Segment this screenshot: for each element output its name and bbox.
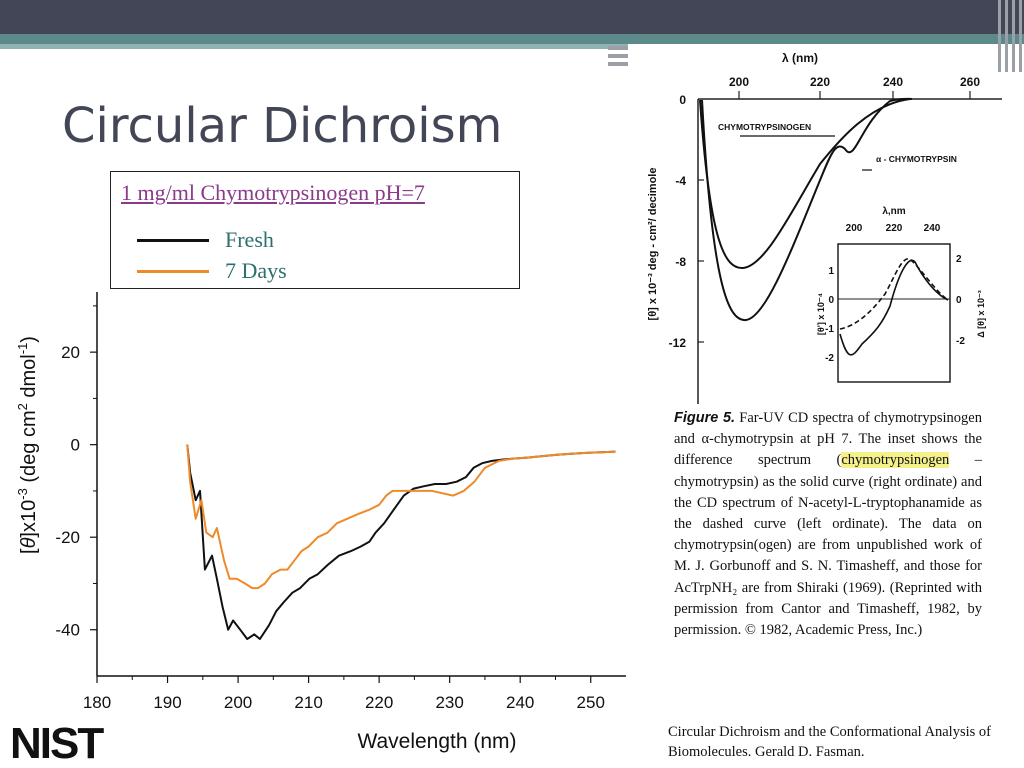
nist-logo: NIST [10, 719, 106, 764]
ref-curve-alpha-chymotrypsin [701, 97, 913, 322]
decorative-stripes [994, 0, 1024, 72]
slide-title: Circular Dichroism [62, 98, 503, 154]
ref-xtick: 200 [729, 75, 749, 89]
legend-label-7-days: 7 Days [225, 258, 287, 283]
ref-ytick: -4 [675, 174, 686, 188]
caption-highlight: chymotrypsinogen [841, 452, 950, 469]
x-tick-label: 230 [435, 693, 463, 712]
legend-item-7-days: 7 Days [137, 258, 287, 283]
x-tick-label: 210 [294, 693, 322, 712]
figure-caption: Figure 5. Far-UV CD spectra of chymotryp… [674, 408, 982, 641]
ref-label-alpha-chymotrypsin: α - CHYMOTRYPSIN [876, 154, 957, 164]
legend-label-fresh: Fresh [225, 227, 274, 252]
ref-xtick: 260 [960, 75, 980, 89]
ref-inset-rtick: 0 [956, 295, 962, 306]
reference-cd-figure: λ (nm) 200 220 240 260 0 -4 -8 -12 [θ] x… [647, 51, 1002, 404]
x-tick-label: 240 [506, 693, 534, 712]
ref-xlabel: λ (nm) [782, 51, 818, 65]
legend-title[interactable]: 1 mg/ml Chymotrypsinogen pH=7 [121, 180, 425, 205]
series-line-7-days [186, 444, 616, 590]
ref-inset-frame [837, 243, 951, 383]
source-credit: Circular Dichroism and the Conformationa… [668, 724, 991, 760]
y-tick-label: -20 [55, 528, 80, 547]
ref-xtick: 240 [883, 75, 903, 89]
caption-figure-label: Figure 5. [674, 410, 736, 426]
series-line-fresh [186, 444, 616, 640]
ref-inset-xtick: 220 [886, 223, 903, 234]
top-title-bar [0, 0, 1024, 34]
decorative-mini-stripes [608, 40, 628, 70]
cd-spectrum-chart: 180 190 200 210 220 230 240 250200-20-40Wavelen… [15, 292, 626, 753]
ref-ytick: -8 [675, 255, 686, 269]
ref-inset-solid-curve [839, 259, 949, 356]
x-tick-label: 180 [83, 693, 111, 712]
legend-swatch-fresh [137, 238, 209, 242]
y-axis-title: [θ]x10-3 (deg cm2 dmol-1) [15, 336, 40, 554]
x-tick-label: 190 [153, 693, 181, 712]
y-tick-label: 20 [61, 343, 80, 362]
x-tick-label: 250 [577, 693, 605, 712]
ref-inset-rtick: -2 [956, 336, 965, 347]
y-tick-label: 0 [71, 436, 80, 455]
ref-inset-ytick: 1 [828, 266, 834, 277]
ref-inset-right-ylabel: Δ [θ] x 10⁻³ [976, 290, 986, 338]
ref-ytick: -12 [669, 336, 687, 350]
teal-accent-strip [0, 34, 1024, 44]
teal-accent-strip-light [0, 44, 628, 49]
ref-ylabel: [θ] x 10⁻³ deg - cm²/ decimole [647, 168, 659, 321]
ref-inset-rtick: 2 [956, 254, 962, 265]
ref-curve-chymotrypsinogen [699, 98, 911, 270]
ref-label-chymotrypsinogen: CHYMOTRYPSINOGEN [718, 122, 811, 132]
legend-swatch-7-days [137, 269, 209, 273]
ref-inset-dashed-curve [839, 258, 949, 330]
ref-inset-ytick: -2 [825, 353, 834, 364]
ref-inset-ytick: -1 [825, 324, 834, 335]
y-tick-label: -40 [55, 621, 80, 640]
ref-inset-xlabel: λ,nm [882, 206, 905, 217]
caption-text-before: Far-UV CD spectra of chymotrypsinogen an… [674, 410, 982, 469]
caption-text-after: – chymotrypsin) as the solid curve (righ… [674, 452, 983, 639]
x-tick-label: 220 [365, 693, 393, 712]
nist-logo-text: NIST [10, 719, 104, 764]
legend-item-fresh: Fresh [137, 227, 274, 252]
ref-xtick: 220 [810, 75, 830, 89]
ref-inset-xtick: 200 [846, 223, 863, 234]
ref-inset-left-ylabel: [θ'] x 10⁻⁴ [816, 293, 826, 335]
ref-ytick: 0 [679, 93, 686, 107]
ref-inset-xtick: 240 [924, 223, 941, 234]
x-axis-title: Wavelength (nm) [357, 730, 516, 753]
chart-legend: 1 mg/ml Chymotrypsinogen pH=7 Fresh 7 Da… [110, 171, 520, 289]
x-tick-label: 200 [224, 693, 252, 712]
ref-inset-ytick: 0 [828, 295, 834, 306]
